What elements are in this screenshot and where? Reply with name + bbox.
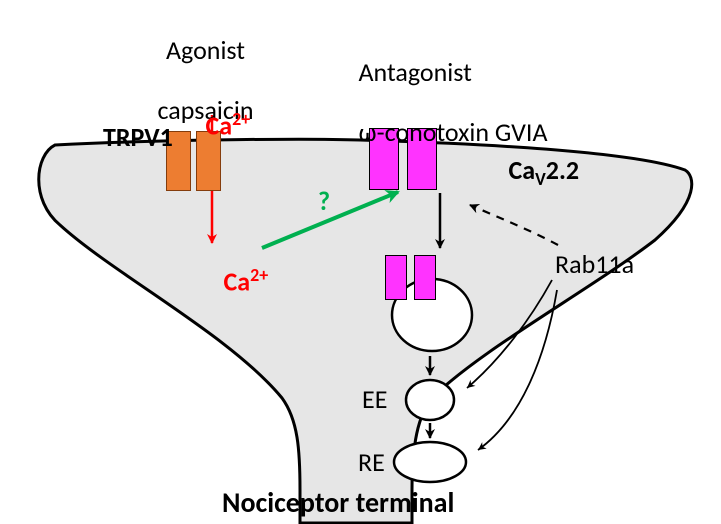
cav22-rest: 2.2: [546, 154, 579, 186]
rab11a-label: Rab11a: [555, 250, 634, 280]
question-label: ?: [318, 187, 330, 217]
cav22-vesicle-left: [385, 255, 407, 300]
cav22-ca: Ca: [509, 154, 536, 186]
ca-mid-label: Ca2+: [200, 235, 268, 327]
cav22-vesicle-right: [414, 255, 436, 300]
cav22-label: CaV2.2: [485, 126, 579, 220]
ca-mid-sup: 2+: [250, 264, 268, 286]
ca-top-label: Ca2+: [182, 79, 250, 171]
cav22-sub: V: [535, 168, 546, 190]
ca-top-text: Ca: [206, 110, 233, 142]
ca-top-sup: 2+: [232, 108, 250, 130]
terminal-label: Nociceptor terminal: [222, 487, 454, 519]
diagram-canvas: Agonist capsaicin Antagonist ω-conotoxin…: [0, 0, 721, 524]
vesicle-re: [394, 442, 466, 482]
ca-mid-text: Ca: [224, 266, 251, 298]
antagonist-line1: Antagonist: [359, 56, 472, 88]
agonist-line1: Agonist: [166, 34, 245, 66]
ee-label: EE: [362, 385, 387, 415]
trpv1-label: TRPV1: [103, 123, 173, 153]
vesicle-ee: [406, 380, 454, 420]
re-label: RE: [358, 448, 385, 478]
